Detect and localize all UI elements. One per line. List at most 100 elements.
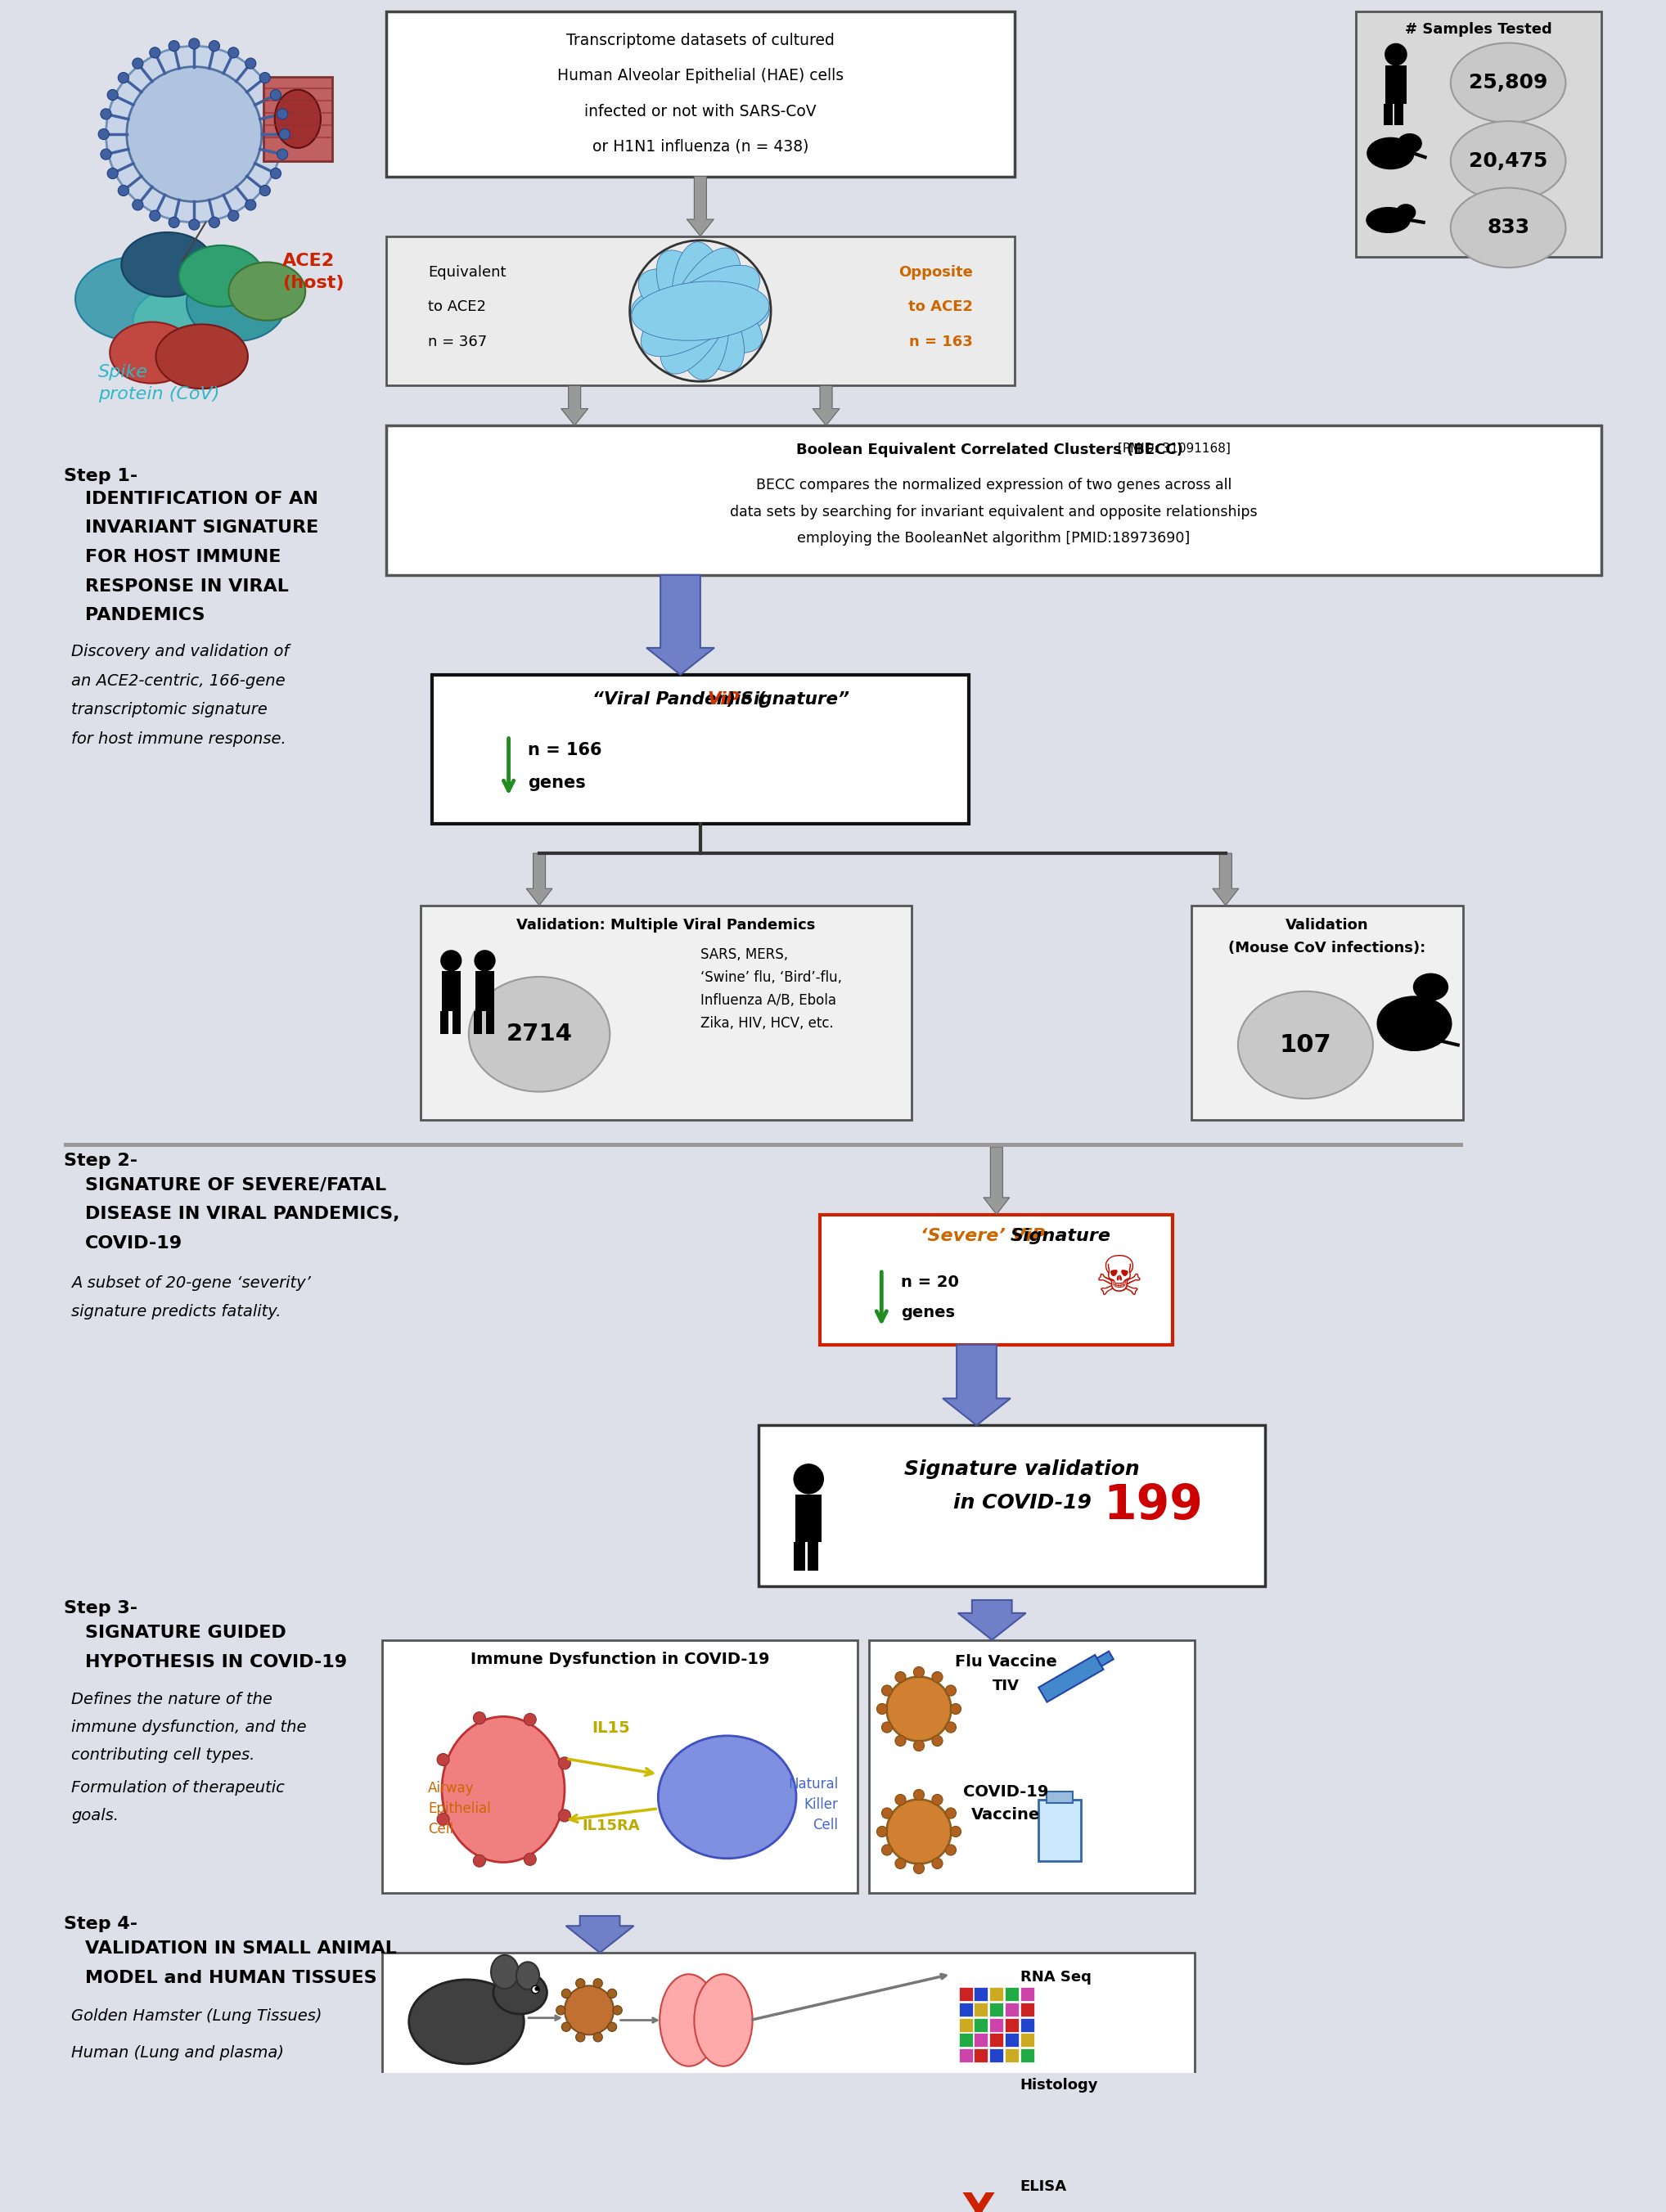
Ellipse shape xyxy=(516,1962,540,1989)
Bar xyxy=(501,2183,510,2192)
Circle shape xyxy=(150,210,160,221)
Circle shape xyxy=(473,1712,485,1723)
Text: Signature validation: Signature validation xyxy=(905,1460,1140,1480)
Circle shape xyxy=(558,1809,571,1823)
FancyArrow shape xyxy=(813,385,840,425)
Ellipse shape xyxy=(1366,208,1409,232)
Text: or H1N1 influenza (n = 438): or H1N1 influenza (n = 438) xyxy=(591,139,808,155)
Circle shape xyxy=(561,1989,571,1997)
Bar xyxy=(975,2033,988,2046)
Ellipse shape xyxy=(695,1973,753,2066)
Bar xyxy=(820,1214,1173,1345)
Text: employing the BooleanNet algorithm [PMID:18973690]: employing the BooleanNet algorithm [PMID… xyxy=(796,531,1190,546)
Circle shape xyxy=(931,1672,943,1683)
Bar xyxy=(990,2048,1003,2062)
Bar xyxy=(1005,2048,1018,2062)
Text: SIGNATURE GUIDED: SIGNATURE GUIDED xyxy=(85,1624,287,1641)
Circle shape xyxy=(913,1863,925,1874)
Ellipse shape xyxy=(563,2101,608,2148)
Bar xyxy=(1046,1792,1073,1803)
Text: PANDEMICS: PANDEMICS xyxy=(85,608,205,624)
Text: ACE2
(host): ACE2 (host) xyxy=(282,252,345,292)
Text: IL15: IL15 xyxy=(591,1721,630,1736)
Text: Boolean Equivalent Correlated Clusters (BECC): Boolean Equivalent Correlated Clusters (… xyxy=(796,442,1183,458)
Ellipse shape xyxy=(695,2077,753,2170)
Bar xyxy=(870,1639,1195,1893)
Bar xyxy=(387,11,1015,177)
Ellipse shape xyxy=(641,265,760,356)
Bar xyxy=(63,1144,1463,1148)
Text: ☠: ☠ xyxy=(1095,1252,1143,1307)
Circle shape xyxy=(280,128,290,139)
Circle shape xyxy=(608,1989,616,1997)
Ellipse shape xyxy=(75,257,198,341)
Text: contributing cell types.: contributing cell types. xyxy=(72,1747,255,1763)
Text: A subset of 20-gene ‘severity’: A subset of 20-gene ‘severity’ xyxy=(72,1274,312,1290)
Circle shape xyxy=(436,1754,450,1765)
Text: signature predicts fatality.: signature predicts fatality. xyxy=(72,1305,282,1321)
Bar xyxy=(758,1425,1264,1586)
Circle shape xyxy=(188,38,200,49)
Bar xyxy=(990,2017,1003,2031)
Text: Step 4-: Step 4- xyxy=(63,1916,138,1933)
FancyArrow shape xyxy=(686,177,713,237)
Text: Transcriptome datasets of cultured: Transcriptome datasets of cultured xyxy=(566,33,835,49)
Text: 2714: 2714 xyxy=(506,1022,573,1046)
FancyArrow shape xyxy=(983,1148,1010,1214)
Text: Golden Hamster (Lung Tissues): Golden Hamster (Lung Tissues) xyxy=(72,2008,322,2024)
Circle shape xyxy=(593,2033,603,2042)
Text: Opposite: Opposite xyxy=(898,265,973,281)
Ellipse shape xyxy=(656,250,745,372)
Circle shape xyxy=(573,2097,581,2104)
Bar xyxy=(1005,2033,1018,2046)
Ellipse shape xyxy=(1451,188,1566,268)
Circle shape xyxy=(931,1736,943,1745)
Text: Signature: Signature xyxy=(1010,1228,1111,1245)
Text: ViP: ViP xyxy=(706,692,740,708)
Ellipse shape xyxy=(275,91,322,148)
Ellipse shape xyxy=(157,325,248,389)
Circle shape xyxy=(945,1721,956,1732)
Ellipse shape xyxy=(468,978,610,1093)
Circle shape xyxy=(603,2137,610,2143)
Circle shape xyxy=(950,1703,961,1714)
Ellipse shape xyxy=(491,1955,518,1989)
Text: n = 166: n = 166 xyxy=(528,743,601,759)
Text: n = 163: n = 163 xyxy=(910,334,973,349)
Bar xyxy=(438,2152,448,2179)
Text: Human Alveolar Epithelial (HAE) cells: Human Alveolar Epithelial (HAE) cells xyxy=(556,69,843,84)
Text: Validation: Validation xyxy=(1286,918,1369,933)
Circle shape xyxy=(608,2022,616,2031)
Circle shape xyxy=(608,2121,615,2130)
Circle shape xyxy=(277,108,288,119)
Bar xyxy=(975,1986,988,2002)
Bar xyxy=(263,77,332,161)
Bar xyxy=(958,2017,973,2031)
Circle shape xyxy=(523,1854,536,1865)
Circle shape xyxy=(98,128,108,139)
Bar xyxy=(488,2152,498,2179)
Text: SARS, MERS,
‘Swine’ flu, ‘Bird’-flu,
Influenza A/B, Ebola
Zika, HIV, HCV, etc.: SARS, MERS, ‘Swine’ flu, ‘Bird’-flu, Inf… xyxy=(700,947,841,1031)
Text: FOR HOST IMMUNE: FOR HOST IMMUNE xyxy=(85,549,282,566)
Circle shape xyxy=(118,186,128,197)
Bar xyxy=(1020,1986,1035,2002)
Text: 199: 199 xyxy=(1105,1482,1203,1528)
Ellipse shape xyxy=(631,281,770,341)
Text: Discovery and validation of: Discovery and validation of xyxy=(72,644,290,659)
Ellipse shape xyxy=(886,1798,951,1865)
FancyArrow shape xyxy=(943,1345,1011,1425)
Text: Step 2-: Step 2- xyxy=(63,1152,138,1168)
Circle shape xyxy=(100,148,112,159)
Bar xyxy=(990,1986,1003,2002)
Circle shape xyxy=(436,1814,450,1825)
Text: 25,809: 25,809 xyxy=(1469,73,1548,93)
Text: HYPOTHESIS IN COVID-19: HYPOTHESIS IN COVID-19 xyxy=(85,1655,347,1670)
Bar xyxy=(975,2017,988,2031)
Circle shape xyxy=(208,40,220,51)
Circle shape xyxy=(558,1756,571,1770)
Circle shape xyxy=(473,1854,485,1867)
FancyArrow shape xyxy=(561,385,588,425)
Bar xyxy=(1005,1986,1018,2002)
Circle shape xyxy=(556,2006,565,2015)
Text: Human (Lung and plasma): Human (Lung and plasma) xyxy=(72,2044,285,2059)
